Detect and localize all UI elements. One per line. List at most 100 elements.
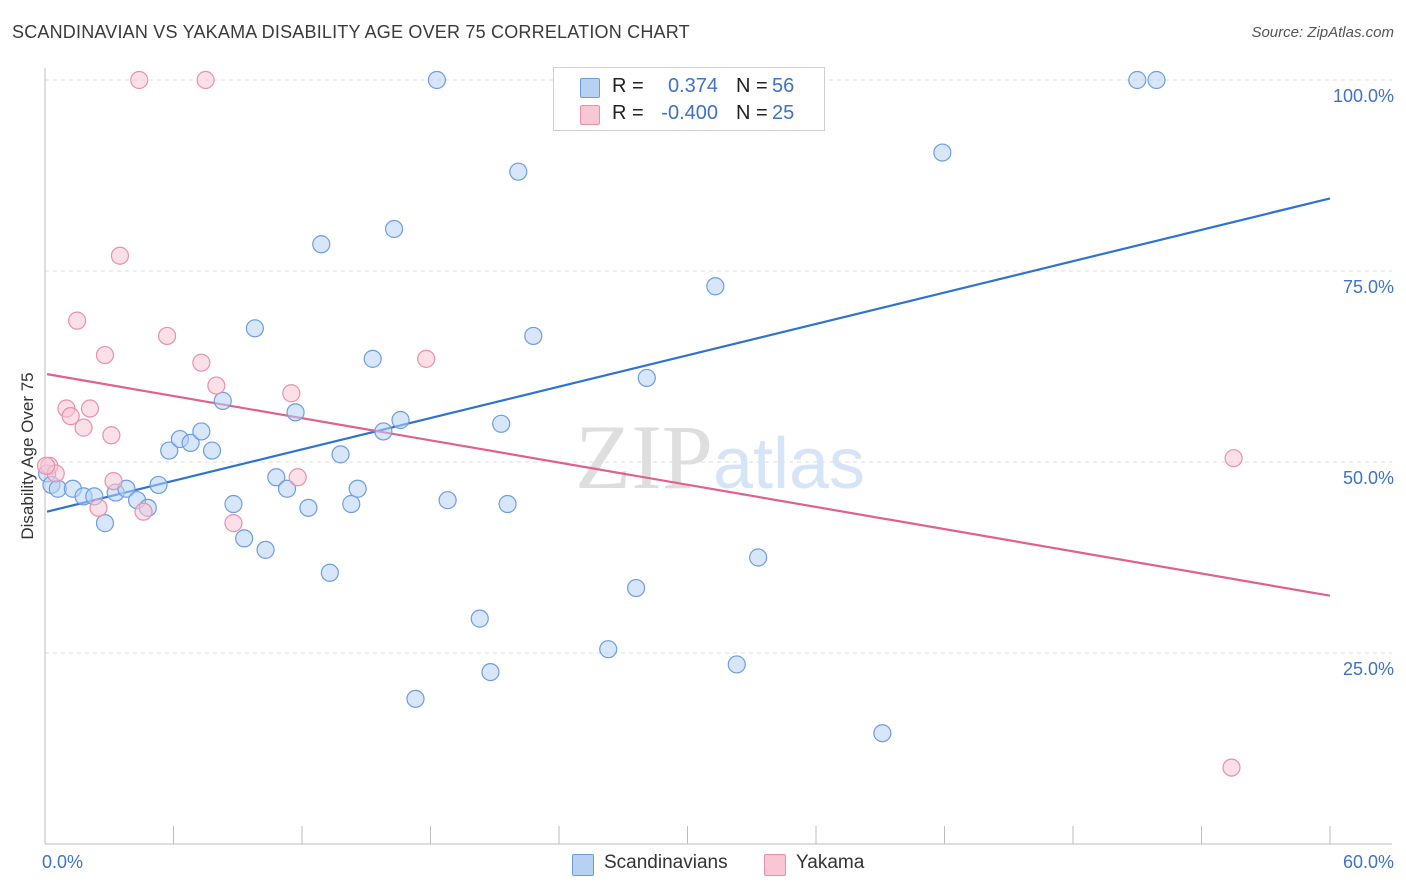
point-yakama: [157, 326, 177, 346]
data-points: [36, 70, 1243, 777]
point-scandinavians: [470, 609, 489, 628]
point-scandinavians: [267, 468, 286, 487]
point-scandinavians: [213, 391, 232, 410]
source-label: Source: ZipAtlas.com: [1251, 24, 1394, 41]
watermark-atlas: atlas: [713, 424, 865, 504]
point-scandinavians: [749, 548, 768, 567]
point-scandinavians: [637, 368, 656, 388]
point-scandinavians: [181, 433, 200, 452]
point-scandinavians: [320, 563, 339, 582]
point-scandinavians: [299, 498, 318, 517]
point-scandinavians: [481, 662, 500, 682]
trend-line-yakama: [46, 373, 1331, 597]
point-scandinavians: [438, 491, 457, 510]
legend-swatch-pink: [580, 105, 600, 125]
axes: [44, 68, 1392, 845]
point-scandinavians: [384, 219, 404, 239]
point-scandinavians: [363, 349, 382, 368]
point-scandinavians: [1128, 70, 1147, 90]
point-scandinavians: [312, 235, 331, 254]
point-yakama: [80, 399, 100, 418]
point-yakama: [207, 376, 226, 395]
point-scandinavians: [706, 277, 725, 296]
n-label: N =: [736, 102, 768, 124]
point-scandinavians: [256, 540, 275, 559]
y-tick-75: 75.0%: [1342, 277, 1394, 297]
point-scandinavians: [286, 403, 305, 422]
point-scandinavians: [427, 70, 447, 90]
legend-label: Scandinavians: [604, 852, 728, 873]
r-value: -0.400: [661, 102, 718, 124]
n-value: 56: [772, 75, 795, 97]
r-label: R =: [612, 102, 644, 124]
legend-swatch-blue: [580, 78, 600, 98]
point-scandinavians: [192, 422, 211, 441]
x-tick-min: 0.0%: [42, 852, 84, 872]
point-yakama: [89, 498, 108, 517]
point-scandinavians: [224, 494, 243, 514]
point-scandinavians: [245, 319, 264, 338]
point-scandinavians: [235, 529, 254, 548]
legend-swatch-blue: [572, 854, 594, 876]
point-yakama: [1222, 758, 1241, 777]
point-yakama: [282, 384, 301, 403]
legend-label: Yakama: [796, 852, 865, 873]
point-yakama: [74, 418, 93, 437]
point-scandinavians: [626, 578, 646, 598]
point-scandinavians: [873, 724, 892, 743]
legend-swatch-pink: [764, 854, 786, 876]
point-yakama: [134, 502, 153, 521]
point-scandinavians: [406, 689, 425, 708]
n-value: 25: [772, 102, 795, 124]
point-scandinavians: [498, 494, 517, 514]
point-scandinavians: [95, 514, 115, 533]
point-yakama: [130, 70, 149, 90]
point-yakama: [95, 345, 115, 365]
watermark-zip: ZIP: [575, 406, 713, 508]
point-scandinavians: [492, 414, 511, 433]
point-yakama: [110, 246, 130, 265]
y-tick-100: 100.0%: [1332, 86, 1394, 106]
r-value: 0.374: [667, 75, 718, 97]
correlation-legend: R = 0.374 N = 56 R = -0.400 N = 25: [553, 67, 825, 131]
legend-row-yakama: R = -0.400 N = 25: [554, 100, 824, 128]
trend-line-scandinavians: [46, 197, 1331, 513]
point-yakama: [102, 426, 121, 445]
point-yakama: [288, 468, 307, 487]
point-yakama: [68, 311, 87, 330]
legend-row-scandinavians: R = 0.374 N = 56: [554, 73, 824, 101]
x-tick-max: 60.0%: [1342, 852, 1394, 872]
point-yakama: [61, 407, 80, 426]
point-yakama: [104, 472, 123, 491]
point-scandinavians: [391, 410, 410, 430]
point-yakama: [196, 70, 215, 90]
point-scandinavians: [524, 326, 543, 346]
point-yakama: [417, 349, 436, 368]
chart-title: SCANDINAVIAN VS YAKAMA DISABILITY AGE OV…: [12, 22, 690, 42]
y-tick-50: 50.0%: [1342, 468, 1394, 488]
watermark: ZIPatlas: [575, 406, 865, 508]
trend-lines: [46, 197, 1331, 597]
y-tick-25: 25.0%: [1342, 659, 1394, 679]
point-yakama: [1224, 449, 1243, 468]
gridlines: [45, 79, 1392, 654]
point-scandinavians: [202, 441, 222, 460]
point-yakama: [192, 353, 211, 372]
point-scandinavians: [374, 422, 393, 441]
point-scandinavians: [277, 479, 297, 498]
point-scandinavians: [348, 479, 367, 498]
n-label: N =: [736, 75, 768, 97]
point-scandinavians: [160, 441, 179, 460]
r-label: R =: [612, 75, 644, 97]
point-scandinavians: [342, 494, 361, 514]
point-scandinavians: [149, 475, 168, 495]
point-scandinavians: [1147, 70, 1166, 90]
point-yakama: [36, 456, 56, 475]
point-scandinavians: [933, 143, 952, 162]
point-scandinavians: [509, 162, 528, 181]
point-scandinavians: [331, 445, 350, 464]
point-scandinavians: [599, 640, 618, 659]
point-scandinavians: [727, 655, 746, 674]
point-yakama: [224, 514, 243, 533]
